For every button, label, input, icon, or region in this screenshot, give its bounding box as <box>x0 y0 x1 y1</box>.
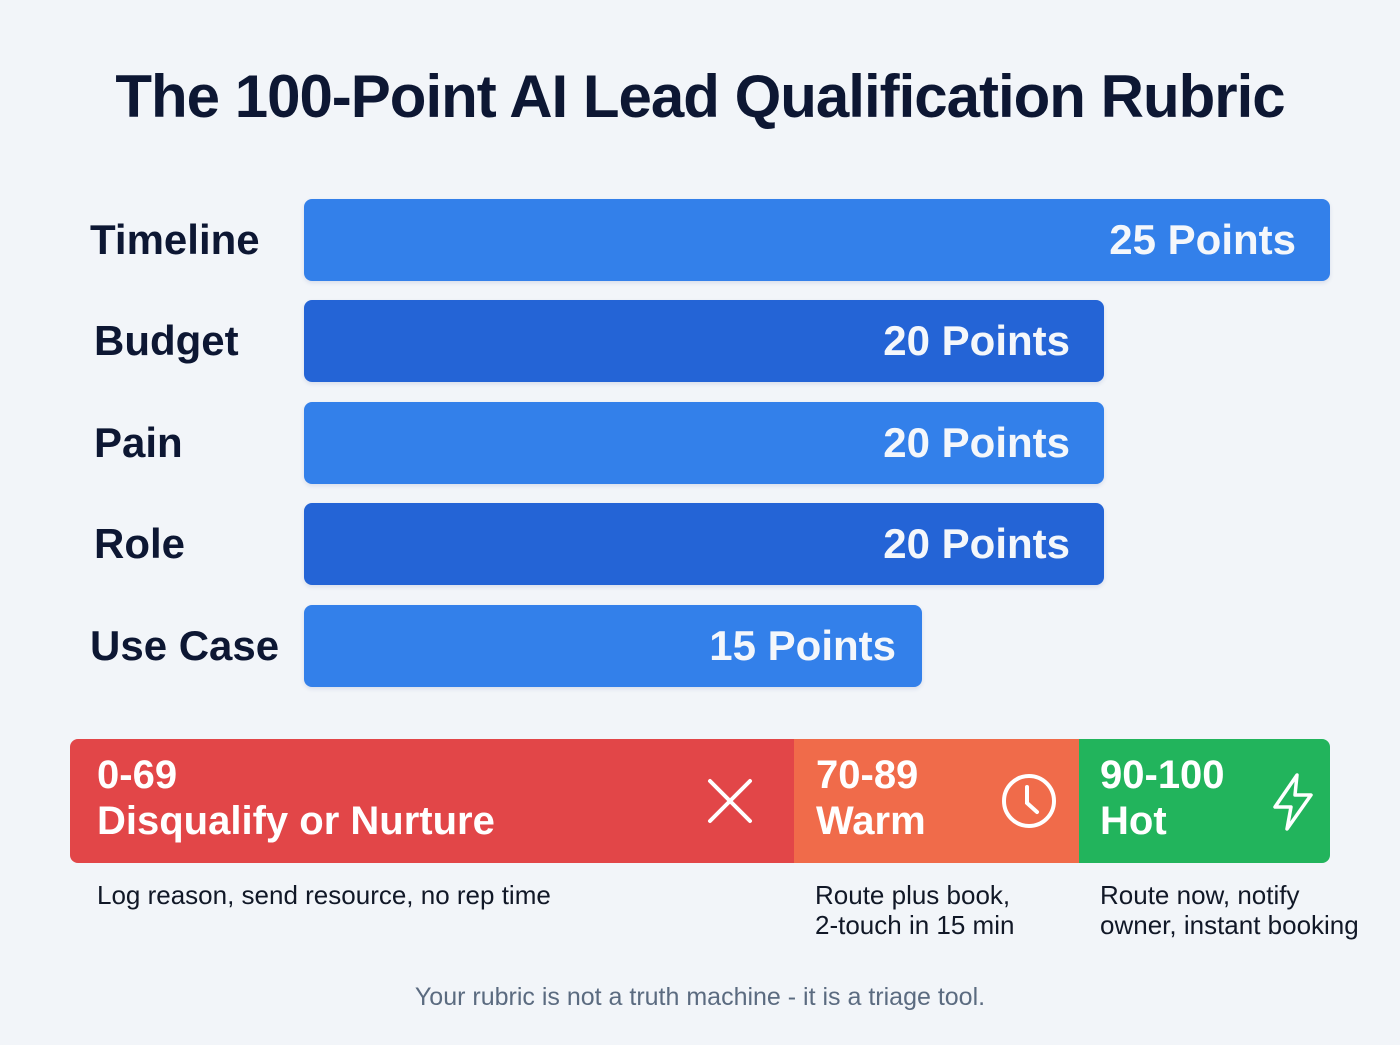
tier-action-hot: Route now, notify owner, instant booking <box>1100 880 1359 940</box>
points-bar: 20 Points <box>304 402 1104 484</box>
tier-disqualify: 0-69 Disqualify or Nurture <box>70 739 794 863</box>
criterion-label: Pain <box>94 419 183 466</box>
criterion-row-use-case: Use Case 15 Points <box>0 605 1400 687</box>
tier-name: Disqualify or Nurture <box>97 799 495 843</box>
lightning-icon <box>1273 773 1313 831</box>
points-bar: 20 Points <box>304 300 1104 382</box>
tier-hot: 90-100 Hot <box>1079 739 1330 863</box>
criterion-label: Role <box>94 520 186 567</box>
points-bar: 15 Points <box>304 605 922 687</box>
tier-action-line: Route now, notify <box>1100 880 1300 910</box>
criterion-label: Timeline <box>90 216 260 263</box>
x-icon <box>708 779 752 823</box>
tier-action-disqualify: Log reason, send resource, no rep time <box>97 880 551 910</box>
criterion-row-budget: Budget 20 Points <box>0 300 1400 382</box>
points-bar: 25 Points <box>304 199 1330 281</box>
criterion-row-timeline: Timeline 25 Points <box>0 199 1400 281</box>
page-title: The 100-Point AI Lead Qualification Rubr… <box>115 63 1285 130</box>
criterion-label: Budget <box>94 317 239 364</box>
footer-note: Your rubric is not a truth machine - it … <box>414 983 986 1011</box>
tier-name: Hot <box>1100 799 1167 843</box>
criterion-row-role: Role 20 Points <box>0 503 1400 585</box>
tier-action-line: 2-touch in 15 min <box>815 910 1015 940</box>
tier-action-line: Route plus book, <box>815 880 1011 910</box>
tier-range: 0-69 <box>97 753 178 797</box>
tier-action-warm: Route plus book, 2-touch in 15 min <box>815 880 1014 940</box>
clock-icon <box>1002 774 1056 828</box>
tier-name: Warm <box>816 799 926 843</box>
score-tiers: 0-69 Disqualify or Nurture 70-89 Warm 90… <box>70 739 1330 863</box>
criterion-label: Use Case <box>90 622 280 669</box>
tier-action-line: owner, instant booking <box>1100 910 1359 940</box>
points-bar: 20 Points <box>304 503 1104 585</box>
tier-range: 90-100 <box>1100 753 1225 797</box>
tier-warm: 70-89 Warm <box>794 739 1079 863</box>
criterion-row-pain: Pain 20 Points <box>0 402 1400 484</box>
tier-range: 70-89 <box>816 753 919 797</box>
